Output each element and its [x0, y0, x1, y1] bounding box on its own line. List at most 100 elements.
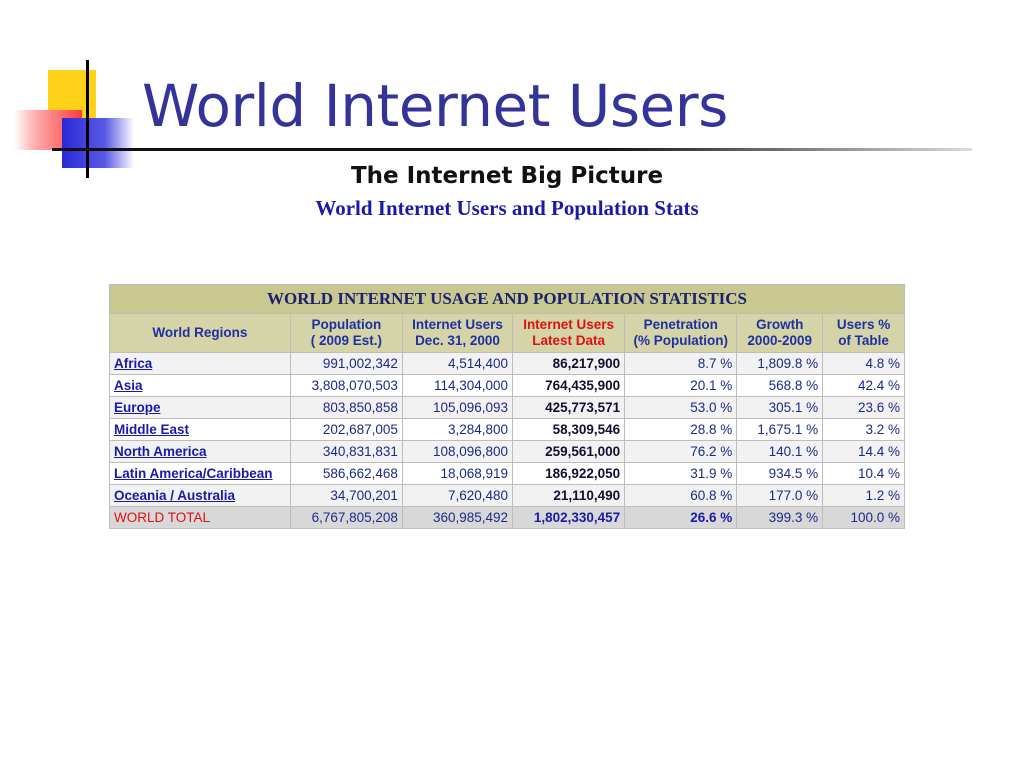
table-row: North America 340,831,831 108,096,800 25… — [109, 440, 905, 463]
users-latest-cell: 764,435,900 — [512, 374, 626, 397]
penetration-cell: 60.8 % — [624, 484, 738, 507]
population-cell: 34,700,201 — [289, 484, 403, 507]
users-latest-cell: 58,309,546 — [512, 418, 626, 441]
col-header-subtext: ( 2009 Est.) — [310, 333, 383, 348]
users-latest-cell: 186,922,050 — [512, 462, 626, 485]
region-link-europe[interactable]: Europe — [114, 400, 161, 415]
penetration-cell: 76.2 % — [624, 440, 738, 463]
region-link-africa[interactable]: Africa — [114, 356, 153, 371]
region-cell: Europe — [109, 396, 291, 419]
region-cell: Middle East — [109, 418, 291, 441]
users-2000-cell: 108,096,800 — [401, 440, 514, 463]
population-cell: 340,831,831 — [289, 440, 403, 463]
col-header-subtext: 2000-2009 — [747, 333, 812, 348]
col-header-population: Population ( 2009 Est.) — [289, 313, 403, 353]
users-2000-cell: 7,620,480 — [401, 484, 514, 507]
table-caption-row: WORLD INTERNET USAGE AND POPULATION STAT… — [109, 284, 905, 314]
growth-cell: 934.5 % — [736, 462, 824, 485]
col-header-users-latest: Internet Users Latest Data — [512, 313, 626, 353]
table-row: Europe 803,850,858 105,096,093 425,773,5… — [109, 396, 905, 419]
col-header-text: Penetration — [643, 317, 718, 332]
users-latest-cell: 425,773,571 — [512, 396, 626, 419]
share-cell: 10.4 % — [822, 462, 905, 485]
growth-cell: 177.0 % — [736, 484, 824, 507]
users-2000-cell: 18,068,919 — [401, 462, 514, 485]
region-cell: Asia — [109, 374, 291, 397]
region-link-latin-america[interactable]: Latin America/Caribbean — [114, 466, 273, 481]
col-header-text: Growth — [756, 317, 804, 332]
share-cell: 1.2 % — [822, 484, 905, 507]
population-cell: 202,687,005 — [289, 418, 403, 441]
penetration-cell: 28.8 % — [624, 418, 738, 441]
table-row: Africa 991,002,342 4,514,400 86,217,900 … — [109, 352, 905, 375]
col-header-subtext: of Table — [838, 333, 889, 348]
total-label: WORLD TOTAL — [109, 506, 291, 529]
users-latest-cell: 21,110,490 — [512, 484, 626, 507]
total-row: WORLD TOTAL 6,767,805,208 360,985,492 1,… — [109, 506, 905, 529]
col-header-share: Users % of Table — [822, 313, 905, 353]
population-cell: 586,662,468 — [289, 462, 403, 485]
share-cell: 4.8 % — [822, 352, 905, 375]
region-link-middle-east[interactable]: Middle East — [114, 422, 190, 437]
region-cell: Africa — [109, 352, 291, 375]
share-cell: 23.6 % — [822, 396, 905, 419]
region-cell: Oceania / Australia — [109, 484, 291, 507]
col-header-regions: World Regions — [109, 313, 291, 353]
users-latest-cell: 259,561,000 — [512, 440, 626, 463]
region-cell: Latin America/Caribbean — [109, 462, 291, 485]
share-cell: 3.2 % — [822, 418, 905, 441]
total-growth: 399.3 % — [736, 506, 824, 529]
growth-cell: 568.8 % — [736, 374, 824, 397]
share-cell: 42.4 % — [822, 374, 905, 397]
blue-square-graphic — [62, 118, 134, 168]
col-header-growth: Growth 2000-2009 — [736, 313, 824, 353]
col-header-subtext: Dec. 31, 2000 — [415, 333, 500, 348]
share-cell: 14.4 % — [822, 440, 905, 463]
users-2000-cell: 105,096,093 — [401, 396, 514, 419]
total-penetration: 26.6 % — [624, 506, 738, 529]
table-caption: WORLD INTERNET USAGE AND POPULATION STAT… — [109, 284, 905, 314]
penetration-cell: 53.0 % — [624, 396, 738, 419]
slide-decoration — [0, 0, 150, 180]
region-cell: North America — [109, 440, 291, 463]
population-cell: 803,850,858 — [289, 396, 403, 419]
col-header-text: Users % — [836, 317, 891, 332]
users-2000-cell: 3,284,800 — [401, 418, 514, 441]
penetration-cell: 8.7 % — [624, 352, 738, 375]
growth-cell: 1,809.8 % — [736, 352, 824, 375]
region-link-north-america[interactable]: North America — [114, 444, 207, 459]
population-cell: 3,808,070,503 — [289, 374, 403, 397]
table-header-row: World Regions Population ( 2009 Est.) In… — [109, 313, 905, 353]
slide-title: World Internet Users — [142, 72, 728, 140]
total-users-2000: 360,985,492 — [401, 506, 514, 529]
penetration-cell: 31.9 % — [624, 462, 738, 485]
total-population: 6,767,805,208 — [289, 506, 403, 529]
users-latest-cell: 86,217,900 — [512, 352, 626, 375]
table-row: Middle East 202,687,005 3,284,800 58,309… — [109, 418, 905, 441]
growth-cell: 140.1 % — [736, 440, 824, 463]
title-underline — [52, 148, 972, 151]
big-picture-heading: The Internet Big Picture — [350, 163, 664, 189]
region-link-oceania[interactable]: Oceania / Australia — [114, 488, 236, 503]
stats-subtitle: World Internet Users and Population Stat… — [315, 196, 699, 220]
table-row: Oceania / Australia 34,700,201 7,620,480… — [109, 484, 905, 507]
total-share: 100.0 % — [822, 506, 905, 529]
vertical-rule — [86, 60, 89, 178]
col-header-text: Internet Users — [412, 317, 503, 332]
growth-cell: 305.1 % — [736, 396, 824, 419]
table-row: Latin America/Caribbean 586,662,468 18,0… — [109, 462, 905, 485]
col-header-subtext: (% Population) — [633, 333, 728, 348]
col-header-subtext: Latest Data — [532, 333, 605, 348]
penetration-cell: 20.1 % — [624, 374, 738, 397]
region-link-asia[interactable]: Asia — [114, 378, 143, 393]
users-2000-cell: 114,304,000 — [401, 374, 514, 397]
growth-cell: 1,675.1 % — [736, 418, 824, 441]
col-header-users-2000: Internet Users Dec. 31, 2000 — [401, 313, 514, 353]
population-cell: 991,002,342 — [289, 352, 403, 375]
col-header-text: Population — [311, 317, 382, 332]
users-2000-cell: 4,514,400 — [401, 352, 514, 375]
col-header-penetration: Penetration (% Population) — [624, 313, 738, 353]
table-row: Asia 3,808,070,503 114,304,000 764,435,9… — [109, 374, 905, 397]
col-header-text: World Regions — [152, 325, 248, 340]
internet-stats-table: WORLD INTERNET USAGE AND POPULATION STAT… — [109, 284, 905, 529]
